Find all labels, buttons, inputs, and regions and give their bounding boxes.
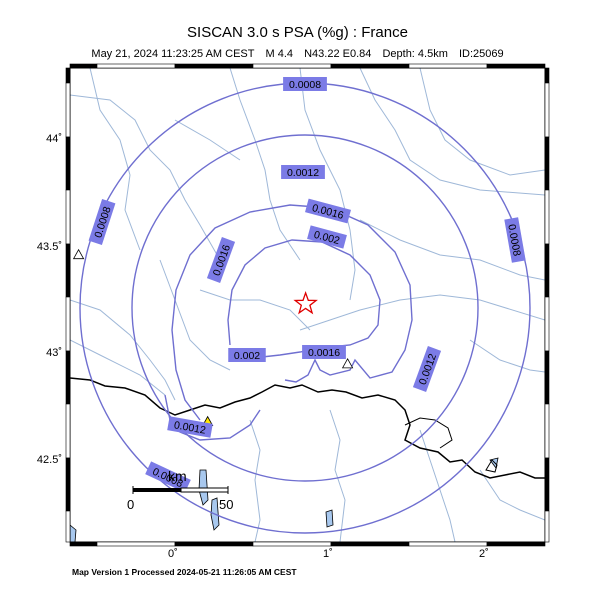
frame-segment (544, 296, 550, 352)
frame-segment (408, 541, 488, 547)
epicenter-group (293, 290, 318, 315)
svg-text:0.0016: 0.0016 (311, 202, 345, 222)
y-tick-label: 44˚ (46, 133, 62, 145)
svg-text:0.002: 0.002 (234, 350, 260, 362)
event-location: N43.22 E0.84 (304, 48, 372, 60)
frame-segment (544, 136, 550, 191)
event-depth: Depth: 4.5km (382, 48, 448, 60)
event-id: ID:25069 (458, 48, 504, 60)
contour-label: 0.0012 (281, 165, 325, 179)
frame-segment (96, 541, 176, 547)
x-tick-label: 0˚ (168, 548, 178, 560)
event-info: May 21, 2024 11:23:25 AM CEST M 4.4 N43.… (0, 48, 595, 60)
frame-segment (544, 243, 550, 298)
x-tick-label: 2˚ (479, 548, 489, 560)
scale-bar: km 0 50 (127, 468, 233, 512)
contour-label: 0.0016 (305, 198, 351, 224)
contour-label: 0.0008 (504, 217, 526, 263)
svg-text:0.0012: 0.0012 (173, 419, 207, 436)
contour-label: 0.0016 (302, 345, 346, 359)
station-marker (72, 248, 85, 260)
frame-segment (330, 63, 410, 69)
frame-segment (69, 63, 98, 69)
frame-segment (544, 189, 550, 245)
contour-0012-inner (164, 394, 261, 441)
scale-bar-unit: km (168, 468, 187, 484)
frame-segment (544, 350, 550, 405)
y-tick-label: 43˚ (46, 347, 62, 359)
scale-bar-end: 50 (219, 497, 233, 512)
svg-text:0.0008: 0.0008 (289, 79, 321, 91)
event-date: May 21, 2024 11:23:25 AM CEST (91, 48, 255, 60)
contour-label: 0.002 (307, 225, 347, 249)
contour-0012 (131, 134, 479, 482)
frame-segment (96, 63, 176, 69)
map-title: SISCAN 3.0 s PSA (%g) : France (187, 24, 408, 41)
regional-border (404, 417, 453, 449)
scale-bar-start: 0 (127, 497, 134, 512)
rivers (70, 68, 545, 542)
scale-bar-segment (133, 488, 181, 492)
contour-labels: 0.0008 0.0008 0.0008 0.0012 0.0012 0.0016 0.00… (88, 77, 526, 493)
frame-segment (544, 82, 550, 138)
frame-segment (65, 67, 71, 84)
frame-segment (252, 63, 332, 69)
frame-segment (65, 82, 71, 138)
frame-ticks (65, 63, 550, 547)
frame-segment (65, 189, 71, 245)
map-footer: Map Version 1 Processed 2024-05-21 11:26… (72, 567, 297, 577)
epicenter-star (293, 290, 318, 315)
frame-segment (65, 457, 71, 512)
svg-text:0.0012: 0.0012 (287, 167, 319, 179)
frame-segment (486, 541, 546, 547)
frame-segment (65, 350, 71, 405)
event-magnitude: M 4.4 (265, 48, 294, 60)
frame-segment (330, 541, 410, 547)
frame-segment (544, 510, 550, 543)
y-tick-label: 43.5˚ (36, 241, 62, 253)
scale-bar-segment (180, 487, 229, 493)
contour-label: 0.002 (228, 348, 266, 362)
frame-segment (174, 541, 254, 547)
regional-border (485, 459, 498, 473)
frame-segment (408, 63, 488, 69)
frame-segment (544, 67, 550, 84)
frame-segment (65, 243, 71, 298)
map-content (70, 68, 545, 542)
contour-0008 (79, 82, 531, 534)
frame-segment (65, 403, 71, 459)
contour-lines (79, 82, 531, 534)
contour-label: 0.0008 (283, 77, 327, 91)
x-tick-label: 1˚ (323, 548, 333, 560)
frame-segment (252, 541, 332, 547)
contour-label: 0.0012 (167, 416, 213, 438)
contour-label: 0.0012 (412, 346, 442, 392)
frame-segment (544, 457, 550, 512)
frame-segment (486, 63, 546, 69)
contour-label: 0.0008 (88, 199, 116, 245)
station-marker (341, 358, 354, 369)
contour-002 (227, 239, 381, 358)
svg-text:0.0016: 0.0016 (308, 347, 340, 359)
frame-segment (65, 136, 71, 191)
contour-0016 (171, 204, 413, 421)
svg-text:0.0008: 0.0008 (505, 223, 522, 257)
frame-segment (544, 403, 550, 459)
y-tick-label: 42.5˚ (36, 454, 62, 466)
frame-segment (174, 63, 254, 69)
frame-segment (65, 510, 71, 543)
frame-segment (65, 296, 71, 352)
frame-segment (69, 541, 98, 547)
